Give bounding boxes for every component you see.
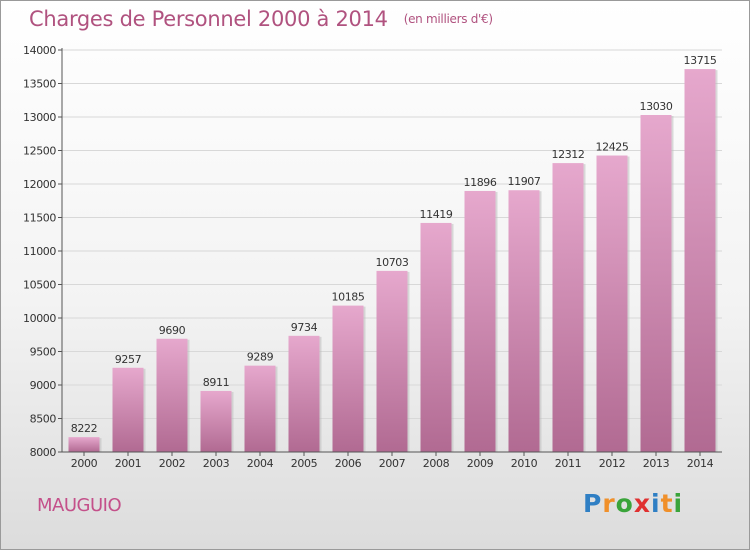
bar [68, 437, 100, 452]
y-tick-label: 8500 [30, 413, 57, 426]
commune-name: MAUGUIO [37, 495, 122, 516]
bar-value-label: 11896 [464, 176, 497, 189]
bar [640, 114, 672, 453]
bar-value-label: 10185 [332, 291, 365, 304]
bar [156, 338, 188, 452]
bar [332, 305, 364, 452]
x-tick-label: 2000 [71, 457, 98, 470]
x-tick-label: 2006 [335, 457, 362, 470]
bar-value-label: 9690 [159, 324, 186, 337]
logo-letter: P [583, 489, 603, 518]
x-tick-label: 2012 [599, 457, 625, 470]
bar [376, 270, 408, 452]
bar [288, 335, 320, 452]
x-tick-label: 2013 [643, 457, 670, 470]
y-tick-label: 9500 [30, 346, 57, 359]
y-tick-label: 12500 [23, 145, 56, 158]
bar [112, 367, 144, 452]
bar-value-label: 9734 [291, 321, 318, 334]
bar [420, 222, 452, 452]
bar-value-label: 8911 [203, 376, 229, 389]
bar-value-label: 9257 [115, 353, 142, 366]
x-tick-label: 2002 [159, 457, 185, 470]
labels: 8000 8500 9000 9500 10000 10500 11000 11500 1200… [23, 44, 717, 470]
logo-letter: o [615, 489, 634, 518]
logo-letter: i [651, 489, 661, 518]
bar-value-label: 11419 [420, 208, 453, 221]
logo-letter: i [673, 489, 684, 518]
x-tick-label: 2008 [423, 457, 450, 470]
bar [464, 190, 496, 452]
x-tick-label: 2001 [115, 457, 141, 470]
x-tick-label: 2011 [555, 457, 581, 470]
axes [58, 48, 722, 456]
bar-value-label: 8222 [71, 422, 97, 435]
bar-value-label: 13030 [640, 100, 673, 113]
y-tick-label: 9000 [30, 379, 57, 392]
bar-value-label: 12312 [552, 148, 585, 161]
bar-value-label: 13715 [684, 54, 717, 67]
bar [552, 163, 584, 452]
y-tick-label: 10500 [23, 279, 56, 292]
y-tick-label: 8000 [30, 446, 57, 459]
logo-letter: x [633, 489, 651, 518]
chart-title-text: Charges de Personnel 2000 à 2014 [29, 7, 388, 31]
y-tick-label: 12000 [23, 178, 56, 191]
bar-value-label: 10703 [376, 256, 409, 269]
x-tick-label: 2014 [687, 457, 714, 470]
y-tick-label: 11000 [23, 245, 56, 258]
chart-title: Charges de Personnel 2000 à 2014 (en mill… [29, 7, 493, 31]
y-tick-label: 14000 [23, 44, 56, 57]
x-tick-label: 2004 [247, 457, 274, 470]
x-tick-label: 2009 [467, 457, 494, 470]
bar [244, 365, 276, 452]
y-tick-label: 11500 [23, 212, 56, 225]
x-tick-label: 2003 [203, 457, 230, 470]
x-tick-label: 2010 [511, 457, 538, 470]
bar [200, 390, 232, 452]
bar-value-label: 11907 [508, 175, 541, 188]
bars [68, 69, 718, 453]
bar [508, 190, 540, 452]
chart-subtitle: (en milliers d'€) [403, 12, 493, 26]
bar-value-label: 12425 [596, 141, 629, 154]
bar [684, 69, 716, 452]
y-tick-label: 10000 [23, 312, 56, 325]
logo-letter: r [602, 489, 616, 518]
y-tick-label: 13500 [23, 78, 56, 91]
logo-letter: t [660, 489, 674, 518]
bar-value-label: 9289 [247, 351, 274, 364]
bar [596, 155, 628, 452]
proxiti-logo: Proxiti [583, 489, 683, 518]
y-tick-label: 13000 [23, 111, 56, 124]
x-tick-label: 2005 [291, 457, 318, 470]
x-tick-label: 2007 [379, 457, 406, 470]
